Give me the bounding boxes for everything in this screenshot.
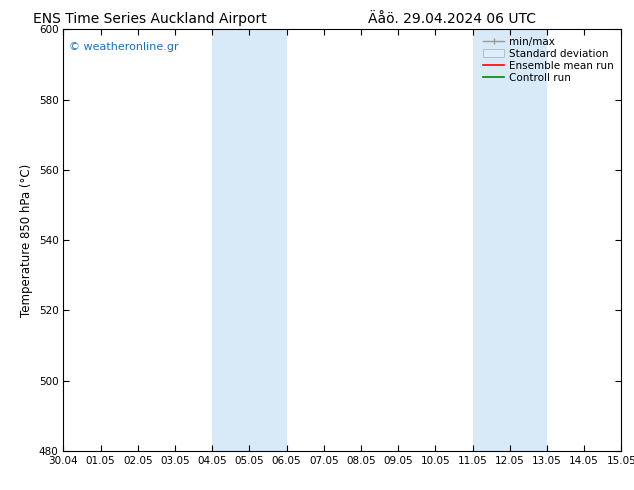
Legend: min/max, Standard deviation, Ensemble mean run, Controll run: min/max, Standard deviation, Ensemble me… [481, 35, 616, 85]
Text: © weatheronline.gr: © weatheronline.gr [69, 42, 179, 52]
Text: Äåö. 29.04.2024 06 UTC: Äåö. 29.04.2024 06 UTC [368, 12, 536, 26]
Bar [472, 29, 547, 451]
Text: ENS Time Series Auckland Airport: ENS Time Series Auckland Airport [32, 12, 266, 26]
Y-axis label: Temperature 850 hPa (°C): Temperature 850 hPa (°C) [20, 164, 33, 317]
Bar [212, 29, 287, 451]
